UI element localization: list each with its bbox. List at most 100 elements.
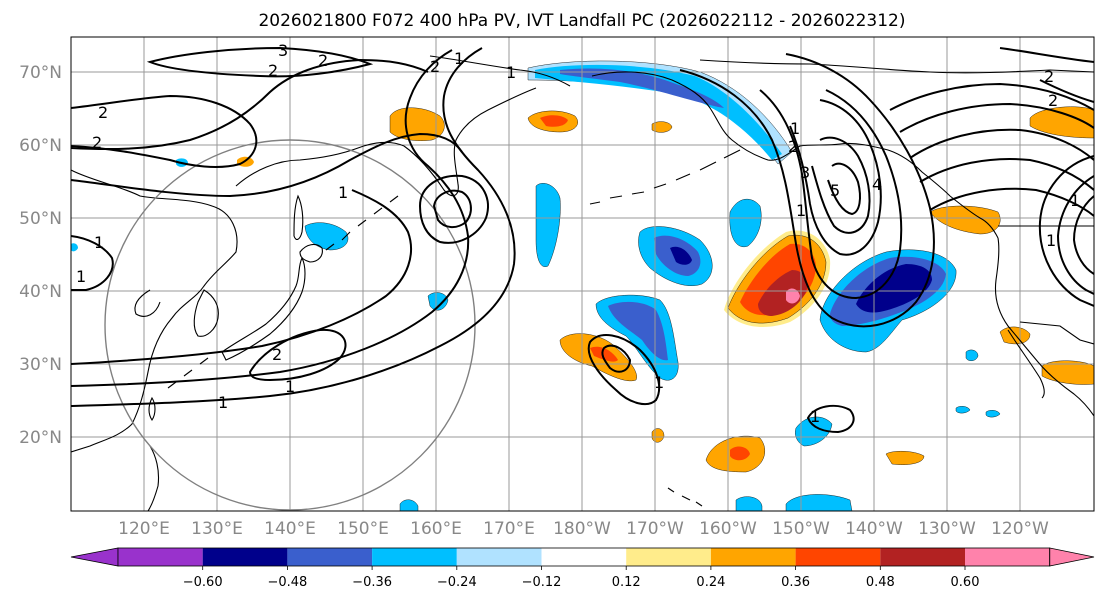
pv-contours [71,46,1094,434]
coast-alaska-panhandle [949,195,999,239]
shade-neg-subtrop-mid [608,301,668,361]
lon-label-150e: 150°E [337,519,389,539]
contour-trough-5 [827,162,861,216]
shaded-field [71,60,1094,511]
colorbar-tick-label: 0.12 [612,575,641,590]
contour-label: 2 [92,133,102,152]
colorbar-left-extension [70,547,119,567]
lon-label-130w: 130°W [918,519,976,539]
contour-ridge-east-3 [909,128,1094,161]
lon-label-140w: 140°W [845,519,903,539]
coast-hawaii [667,487,703,507]
shade-pos-south-c [651,428,665,443]
colorbar-tick-label: −0.12 [522,575,562,590]
shade-pos-dipole-pink [786,288,800,304]
contour-ridge-east-2 [899,102,1094,133]
coast-alaska-north [699,59,1094,74]
lon-label-130e: 130°E [191,519,243,539]
colorbar-right-extension [1049,547,1095,567]
contour-label: 4 [872,175,882,194]
contour-trough-2 [759,89,903,300]
coast-okhotsk [235,141,405,187]
shade-pos-dipole-dark [758,270,808,316]
coast-us-mexico-border [1019,321,1094,345]
contour-label: 2 [268,61,278,80]
shade-pos-bc [929,205,1001,235]
lat-label-70n: 70°N [19,63,62,83]
contour-east-loop-2 [1056,175,1094,295]
contour-okhotsk-inner [432,189,472,228]
contour-trough-outer [679,53,935,328]
contour-trough-4 [811,136,871,234]
coast-ryukyu [167,357,209,389]
coast-kurils [325,195,399,251]
contour-okhotsk-loop [418,174,489,244]
colorbar-segment [710,548,796,566]
shade-neg-south-g [985,410,1001,418]
contour-northeast [999,47,1094,63]
shade-neg-south-d [399,499,419,511]
graticule [71,37,1094,511]
colorbar-segment [541,548,627,566]
colorbar-tick-label: −0.48 [267,575,307,590]
shade-neg-south-b [785,494,853,511]
lon-label-120w: 120°W [991,519,1049,539]
shade-pos-small-a [651,121,673,133]
lon-label-160e: 160°E [410,519,462,539]
contour-north-3 [71,94,258,168]
shade-pos-south-b [885,451,925,465]
coast-sakhalin [293,194,304,241]
contour-label: 1 [654,373,664,392]
contour-label: 2 [1044,67,1054,86]
coast-bohai [134,289,161,317]
colorbar-ticks [202,566,966,570]
contour-label: 1 [796,201,806,220]
contour-west-2 [71,49,470,387]
lat-label-20n: 20°N [19,428,62,448]
coast-north-america-west [994,237,1094,417]
colorbar-segment [372,548,457,566]
contour-label: 1 [790,119,800,138]
colorbar: −0.60 −0.48 −0.36 −0.24 −0.12 0.12 0.24 … [70,547,1095,590]
colorbar-tick-label: −0.24 [437,575,477,590]
coast-japan-hokkaido [299,243,323,263]
contour-trough-3 [789,99,882,256]
colorbar-tick-label: −0.36 [352,575,392,590]
longitude-labels: 120°E 130°E 140°E 150°E 160°E 170°E 180°… [118,519,1049,539]
map-frame [70,36,1095,512]
contour-label: 1 [1046,231,1056,250]
shade-neg-streak [729,199,762,248]
colorbar-segment [965,548,1050,566]
shade-neg-south-f [955,406,971,414]
contour-label: 3 [278,41,288,60]
contour-east-loop-1 [1038,155,1094,307]
shade-neg-south-e [965,349,979,361]
contour-label: 2 [318,51,328,70]
shade-pos-south-a-core [730,446,750,461]
lat-label-30n: 30°N [19,355,62,375]
lat-label-50n: 50°N [19,209,62,229]
figure-title: 2026021800 F072 400 hPa PV, IVT Landfall… [258,11,905,31]
contour-label: 1 [338,183,348,202]
contour-label: 1 [285,377,295,396]
coast-philippines [147,445,160,511]
lon-label-170w: 170°W [626,519,684,539]
colorbar-tick-label: −0.60 [183,575,223,590]
colorbar-tick-label: 0.24 [696,575,725,590]
lat-label-40n: 40°N [19,282,62,302]
colorbar-tick-label: 0.36 [781,575,810,590]
lat-label-60n: 60°N [19,136,62,156]
coast-alaska [591,71,951,197]
contour-label: 2 [430,57,440,76]
contour-west-3 [71,189,412,365]
contour-ridge-east-4 [919,157,1094,191]
colorbar-frame [117,547,1051,567]
shade-neg-small-west [71,243,78,252]
contour-north-1 [71,132,463,198]
shade-neg-south-c [735,496,763,511]
colorbar-segment [287,548,373,566]
coast-aleutians [589,149,741,205]
lon-label-120e: 120°E [118,519,170,539]
contour-label: 1 [94,233,104,252]
